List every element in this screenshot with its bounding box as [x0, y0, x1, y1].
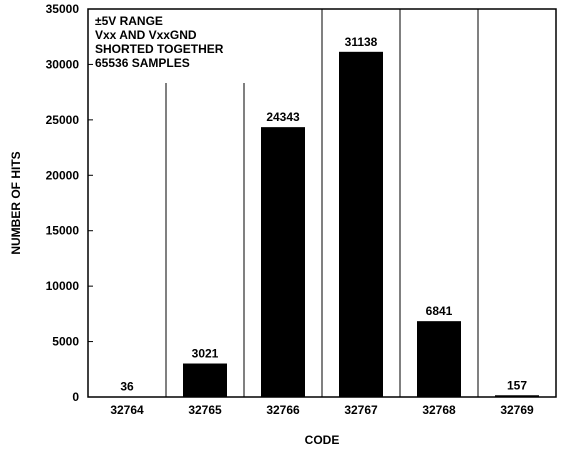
annotation-line: 65536 SAMPLES — [95, 56, 190, 70]
bar-value-label: 157 — [507, 378, 527, 392]
annotation-box: ±5V RANGE Vxx AND VxxGND SHORTED TOGETHE… — [95, 14, 224, 70]
bar-data-labels: 36 3021 24343 31138 6841 157 — [120, 35, 527, 394]
x-axis-title: CODE — [305, 433, 340, 447]
annotation-background — [88, 9, 278, 83]
bar — [261, 127, 305, 398]
x-tick-label: 32767 — [344, 403, 378, 417]
y-tick-label: 10000 — [46, 279, 80, 293]
y-axis-ticks: 0 5000 10000 15000 20000 25000 30000 35000 — [46, 2, 93, 404]
y-tick-label: 0 — [72, 390, 79, 404]
y-tick-label: 35000 — [46, 2, 80, 16]
bar-value-label: 36 — [120, 380, 134, 394]
bar-series — [105, 51, 539, 398]
bar-value-label: 6841 — [426, 304, 453, 318]
bar-value-label: 24343 — [266, 110, 300, 124]
bar — [183, 363, 227, 397]
y-tick-label: 25000 — [46, 113, 80, 127]
x-tick-label: 32765 — [188, 403, 222, 417]
bar — [495, 395, 539, 397]
y-tick-label: 20000 — [46, 168, 80, 182]
y-tick-label: 5000 — [52, 335, 79, 349]
bar-value-label: 3021 — [192, 347, 219, 361]
x-tick-label: 32764 — [110, 403, 144, 417]
annotation-line: SHORTED TOGETHER — [95, 42, 224, 56]
y-tick-label: 30000 — [46, 57, 80, 71]
y-axis-title: NUMBER OF HITS — [9, 151, 23, 254]
x-tick-label: 32769 — [500, 403, 534, 417]
bar-value-label: 31138 — [345, 35, 378, 49]
bar — [417, 321, 461, 397]
x-tick-label: 32766 — [266, 403, 300, 417]
bar — [339, 51, 383, 398]
annotation-line: ±5V RANGE — [95, 14, 163, 28]
y-tick-label: 15000 — [46, 224, 80, 238]
plot-frame — [87, 8, 557, 398]
annotation-line: Vxx AND VxxGND — [95, 28, 197, 42]
x-tick-label: 32768 — [422, 403, 456, 417]
x-axis-ticks: 32764 32765 32766 32767 32768 32769 — [110, 403, 534, 417]
